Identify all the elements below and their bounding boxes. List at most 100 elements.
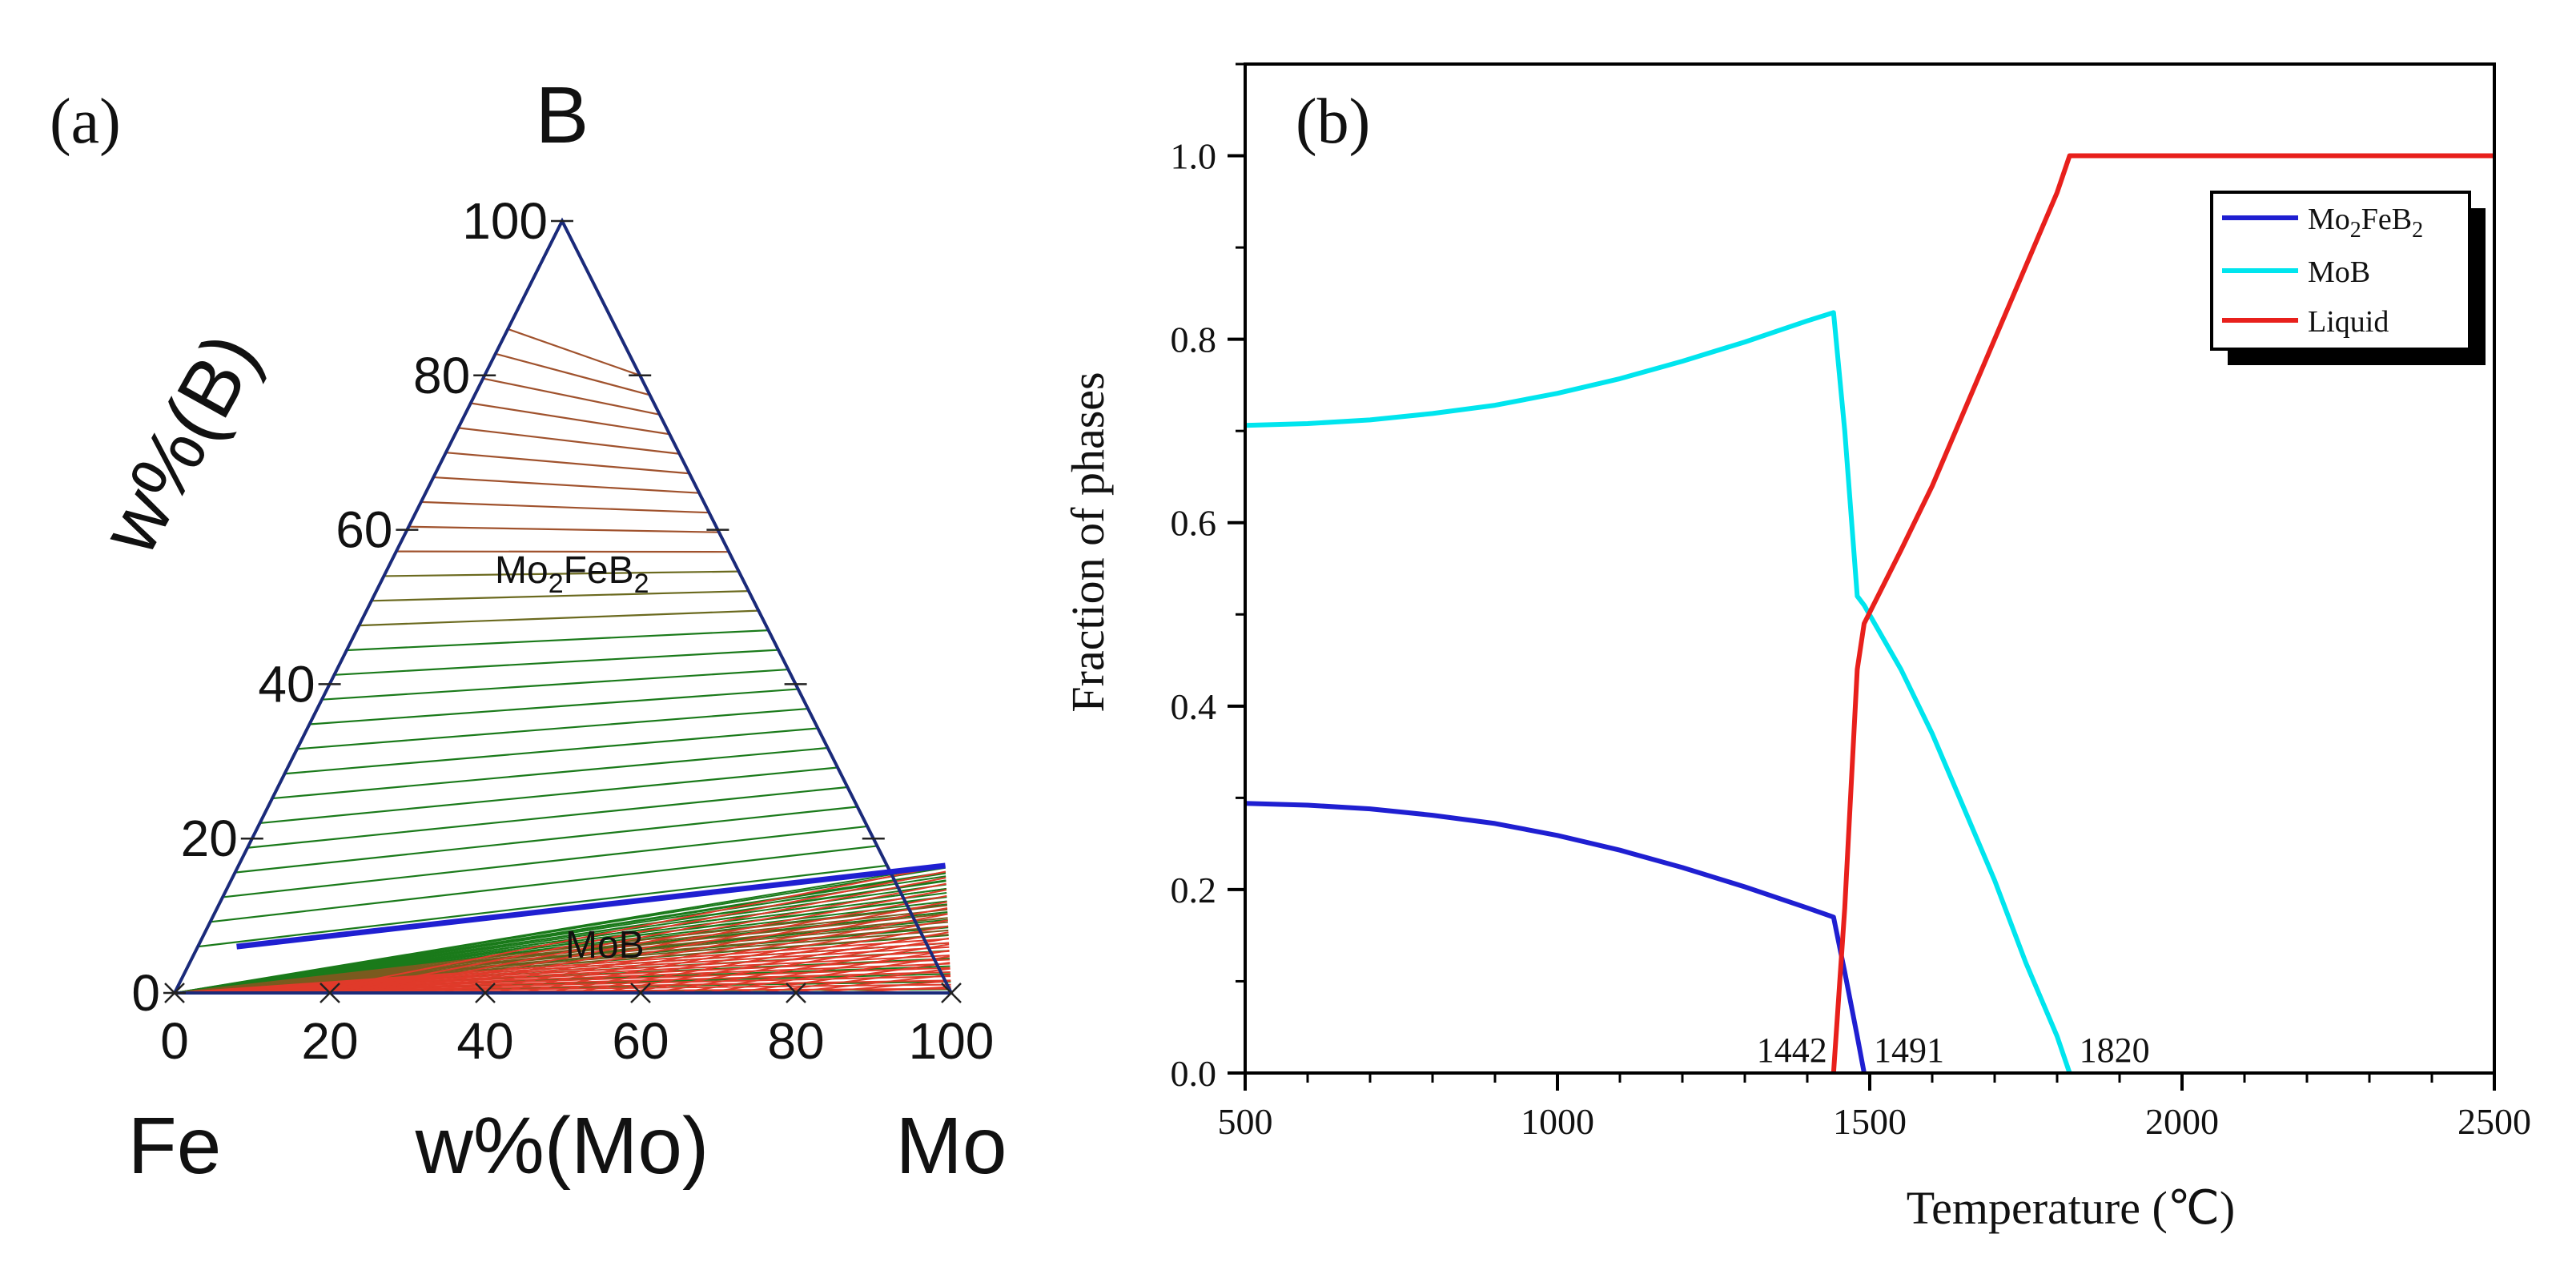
y-tick-label: 1.0 (1171, 136, 1217, 177)
tie-line-mob (731, 962, 950, 994)
tie-line-mob (758, 967, 950, 994)
tie-line-upper (309, 688, 798, 725)
x-axis-title: Temperature (℃) (1907, 1182, 2235, 1234)
tie-line-mob (384, 882, 946, 994)
annotation-1820: 1820 (2080, 1031, 2150, 1070)
y-tick-label: 60 (336, 501, 392, 559)
x-tick-label: 2000 (2145, 1101, 2219, 1142)
tie-lines (174, 328, 951, 994)
region-label-mob: MoB (565, 924, 645, 967)
tie-line-mob (331, 870, 946, 994)
tie-line-mob (677, 949, 950, 994)
tie-line-upper (247, 786, 848, 849)
phase-boundary-line (236, 862, 946, 950)
ternary-tick-labels: 0 20 40 60 80 100 0 20 40 60 80 100 (131, 192, 994, 1070)
legend: Mo2FeB2 MoB Liquid (2210, 191, 2486, 365)
x-tick-label: 1000 (1521, 1101, 1594, 1142)
ternary-ticks (163, 219, 962, 1003)
tie-line-upper (271, 746, 828, 800)
tie-line-mob (651, 943, 950, 994)
tie-line-upper (384, 570, 739, 577)
series-line-mob (1244, 310, 2072, 1074)
y-tick-label: 40 (258, 655, 315, 713)
ternary-chart: (a) 0 20 40 60 80 100 0 20 40 60 80 100 B Fe Mo w%(… (50, 70, 1007, 1191)
tie-line-upper (458, 427, 680, 455)
tie-line-mob (784, 974, 951, 994)
annotation-1491: 1491 (1874, 1031, 1944, 1070)
x-tick-label: 1500 (1833, 1101, 1907, 1142)
tie-line-mob (704, 955, 950, 994)
annotations: 1442 1491 1820 (1757, 1031, 2150, 1070)
x-tick-mark (475, 983, 496, 1003)
x-tick-mark (941, 983, 962, 1003)
x-tick-label: 80 (767, 1012, 824, 1070)
x-tick-label: 0 (160, 1012, 189, 1070)
tie-line-mob (597, 931, 949, 994)
tie-line-upper (197, 864, 887, 948)
tie-line-upper (210, 845, 878, 923)
tie-line-mob (491, 906, 948, 994)
x-axis-label: w%(Mo) (415, 1101, 709, 1191)
tie-line-mob (411, 889, 947, 994)
x-tick-label: 2500 (2457, 1101, 2531, 1142)
tie-line-mob (571, 925, 949, 994)
tie-line-upper (222, 825, 868, 898)
tie-line-upper (259, 766, 838, 825)
tie-line-upper (445, 452, 690, 475)
region-label-mo2feb2: Mo2FeB2 (495, 549, 649, 599)
y-tick-label: 0.4 (1171, 686, 1217, 727)
x-tick-label: 500 (1218, 1101, 1273, 1142)
x-tick-mark (786, 983, 806, 1003)
tie-line-upper (433, 476, 700, 494)
panel-a-label: (a) (50, 86, 121, 157)
tie-line-upper (359, 609, 759, 627)
phase-fraction-chart: (b) 500 1000 1500 2000 2500 0.0 0.2 0.4 0.6 0.8 1… (1062, 62, 2532, 1234)
y-axis-label: w%(B) (83, 319, 276, 569)
y-tick-label: 0.2 (1171, 870, 1217, 910)
x-tick-label: 60 (612, 1012, 669, 1070)
x-tick-label: 40 (456, 1012, 513, 1070)
tie-line-mob (437, 894, 947, 994)
axis-ticks (1228, 62, 2496, 1091)
tie-line-upper (235, 806, 858, 874)
x-tick-label: 20 (301, 1012, 358, 1070)
tie-line-upper (507, 328, 641, 376)
y-tick-label: 0 (131, 964, 160, 1022)
y-tick-labels: 0.0 0.2 0.4 0.6 0.8 1.0 (1171, 136, 1217, 1094)
series-lines (1244, 153, 2494, 1074)
tie-line-mob (544, 919, 948, 994)
tie-line-mob (624, 937, 949, 994)
tie-line-upper (321, 668, 789, 701)
tie-line-upper (483, 377, 661, 416)
vertex-label-mo: Mo (896, 1101, 1007, 1191)
series-line-liquid (1831, 153, 2494, 1074)
y-axis-title: Fraction of phases (1062, 372, 1114, 712)
tie-line-mob (811, 979, 951, 994)
vertex-label-fe: Fe (128, 1101, 222, 1191)
tie-line-upper (396, 550, 729, 553)
y-tick-label: 0.0 (1171, 1053, 1217, 1094)
panel-b-label: (b) (1296, 86, 1370, 157)
ternary-frame (171, 217, 954, 995)
y-tick-label: 0.8 (1171, 320, 1217, 360)
tie-line-mob (464, 901, 947, 994)
tie-line-mob (303, 864, 946, 994)
y-tick-label: 100 (462, 192, 548, 250)
tie-line-upper (346, 629, 769, 652)
x-tick-mark (319, 983, 340, 1003)
x-tick-labels: 500 1000 1500 2000 2500 (1218, 1101, 2532, 1142)
tie-line-upper (334, 649, 779, 676)
y-tick-label: 20 (181, 810, 238, 867)
annotation-1442: 1442 (1757, 1031, 1827, 1070)
tie-line-upper (284, 727, 818, 775)
tie-line-upper (296, 707, 809, 750)
tie-line-upper (408, 525, 719, 533)
legend-label-mob: MoB (2308, 255, 2370, 289)
tie-line-upper (495, 352, 650, 396)
tie-line-upper (470, 402, 670, 436)
legend-label-liquid: Liquid (2308, 305, 2389, 339)
y-tick-label: 80 (413, 347, 470, 404)
x-tick-label: 100 (909, 1012, 995, 1070)
tie-line-mob (357, 877, 946, 994)
